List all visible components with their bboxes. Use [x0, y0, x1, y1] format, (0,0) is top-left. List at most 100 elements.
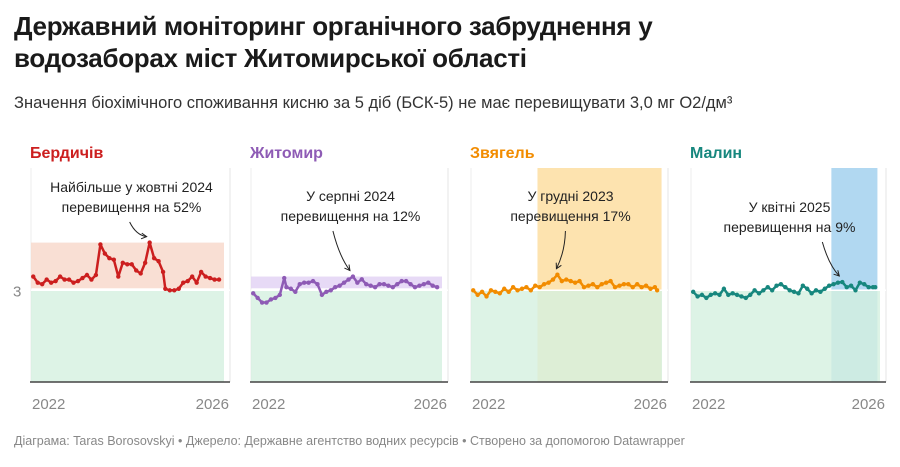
data-point — [176, 286, 181, 291]
data-point — [699, 292, 705, 298]
data-point — [203, 274, 208, 279]
data-point — [125, 262, 130, 267]
data-point — [524, 285, 529, 290]
data-point — [134, 268, 139, 273]
data-point — [333, 285, 338, 290]
data-point — [120, 260, 125, 265]
arrowhead — [555, 262, 562, 270]
data-point — [612, 285, 618, 290]
panel-title: Житомир — [249, 145, 323, 162]
data-point — [89, 277, 94, 282]
data-point — [98, 242, 103, 247]
data-point — [189, 274, 195, 279]
title-line-1: Державний моніторинг органічного забрудн… — [14, 11, 653, 41]
data-point — [537, 285, 542, 290]
data-point — [185, 278, 190, 284]
data-point — [207, 275, 213, 281]
data-point — [194, 280, 199, 285]
data-point — [44, 277, 49, 282]
data-point — [695, 294, 700, 299]
data-point — [497, 291, 503, 296]
data-point — [403, 278, 409, 284]
data-point — [372, 285, 378, 290]
data-point — [430, 283, 435, 288]
data-point — [147, 240, 152, 245]
data-point — [866, 285, 871, 290]
panel-title: Звягель — [470, 145, 535, 162]
data-point — [102, 251, 108, 256]
data-point — [181, 280, 186, 285]
data-point — [796, 291, 801, 296]
panel-4: Малин 2022 2026 У квітні 2025 перевищення на… — [690, 145, 887, 413]
data-point — [255, 295, 260, 301]
data-point — [163, 286, 168, 291]
panel-1: Бердичів 2022 2026 3 Найбільше у жовтні 2024… — [13, 145, 231, 413]
data-point — [572, 280, 578, 285]
annotation-text: У серпні 2024 — [306, 188, 395, 204]
data-point — [515, 288, 520, 293]
annotation-text: Найбільше у жовтні 2024 — [50, 179, 213, 195]
annotation-arrow — [332, 230, 351, 271]
data-point — [434, 285, 440, 290]
data-point — [151, 255, 157, 261]
annotation-arrow — [821, 241, 840, 277]
data-point — [506, 289, 511, 295]
data-point — [341, 280, 347, 285]
data-point — [493, 289, 498, 295]
data-point — [31, 274, 36, 279]
data-point — [791, 289, 797, 295]
data-point — [748, 292, 753, 298]
title-line-2: водозаборах міст Житомирської області — [14, 43, 527, 73]
data-point — [809, 291, 814, 296]
data-point — [630, 285, 635, 290]
data-point — [297, 281, 302, 287]
data-point — [386, 283, 391, 288]
data-point — [251, 291, 256, 296]
data-point — [581, 285, 587, 290]
data-point — [268, 297, 274, 302]
data-point — [421, 281, 427, 287]
data-point — [654, 288, 660, 293]
data-point — [53, 278, 58, 284]
data-point — [721, 286, 727, 291]
annotation-text: перевищення 17% — [510, 208, 630, 224]
data-point — [293, 289, 298, 295]
data-point — [364, 281, 369, 287]
data-point — [412, 285, 418, 290]
data-point — [198, 269, 204, 275]
data-point — [273, 295, 278, 301]
data-point — [111, 257, 117, 262]
data-point — [690, 289, 696, 295]
data-point — [726, 292, 731, 298]
data-point — [264, 300, 269, 305]
data-point — [617, 283, 622, 288]
data-point — [284, 285, 289, 290]
data-point — [390, 285, 396, 290]
data-point — [355, 280, 360, 285]
data-point — [310, 278, 316, 284]
data-point — [555, 272, 560, 277]
data-point — [559, 278, 565, 284]
data-point — [71, 280, 76, 285]
data-point — [717, 292, 722, 298]
data-point — [568, 278, 573, 284]
data-point — [835, 280, 841, 285]
data-point — [212, 277, 217, 282]
data-point — [484, 294, 489, 299]
data-point — [626, 281, 631, 287]
data-point — [873, 285, 878, 290]
data-point — [301, 280, 307, 285]
data-point — [743, 295, 749, 301]
chart-footer: Діаграма: Taras Borosovskyi • Джерело: Д… — [14, 434, 685, 448]
data-point — [172, 288, 177, 293]
data-point — [282, 275, 287, 281]
data-point — [39, 281, 45, 287]
data-point — [708, 292, 713, 298]
x-tick-label: 2022 — [32, 396, 65, 413]
data-point — [471, 288, 476, 293]
chart-title: Державний моніторинг органічного забрудн… — [14, 10, 874, 74]
panel-title: Малин — [690, 145, 742, 162]
data-point — [546, 280, 551, 285]
data-point — [826, 283, 832, 288]
annotation-text: перевищення на 52% — [62, 199, 202, 215]
